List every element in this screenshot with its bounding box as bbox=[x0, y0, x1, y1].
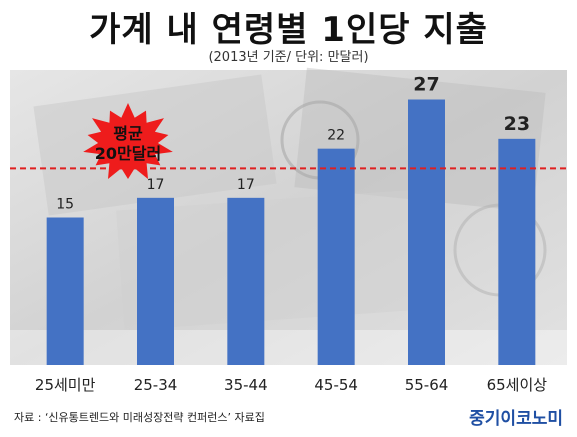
chart-title: 가계 내 연령별 1인당 지출 bbox=[89, 10, 488, 50]
data-label-25세미만: 15 bbox=[56, 197, 74, 213]
data-label-65세이상: 23 bbox=[504, 113, 530, 135]
x-tick-label-65세이상: 65세이상 bbox=[487, 376, 548, 394]
bar-45-54 bbox=[317, 148, 355, 365]
background-money-image bbox=[10, 67, 567, 365]
bar-25-34 bbox=[137, 197, 174, 365]
data-label-25-34: 17 bbox=[147, 177, 165, 193]
brand-logo: 중기이코노미 bbox=[469, 409, 563, 429]
bar-35-44 bbox=[227, 197, 265, 365]
x-tick-label-55-64: 55-64 bbox=[405, 376, 449, 394]
data-label-35-44: 17 bbox=[237, 177, 255, 193]
x-tick-label-35-44: 35-44 bbox=[224, 376, 268, 394]
bar-25세미만 bbox=[46, 217, 84, 365]
x-tick-label-45-54: 45-54 bbox=[314, 376, 358, 394]
bar-65세이상 bbox=[498, 138, 536, 365]
x-tick-label-25세미만: 25세미만 bbox=[35, 376, 96, 394]
bar-55-64 bbox=[408, 99, 445, 365]
chart-subtitle: (2013년 기준/ 단위: 만달러) bbox=[208, 50, 369, 65]
data-label-45-54: 22 bbox=[327, 128, 345, 144]
average-callout: 평균 20만달러 bbox=[83, 103, 173, 179]
average-label-line-2: 20만달러 bbox=[95, 144, 161, 163]
data-label-55-64: 27 bbox=[413, 74, 439, 96]
source-note: 자료 : ‘신유통트렌드와 미래성장전략 컨퍼런스’ 자료집 bbox=[14, 411, 265, 424]
average-label-line-1: 평균 bbox=[113, 124, 143, 143]
starburst-shape bbox=[83, 103, 173, 179]
x-tick-label-25-34: 25-34 bbox=[134, 376, 178, 394]
